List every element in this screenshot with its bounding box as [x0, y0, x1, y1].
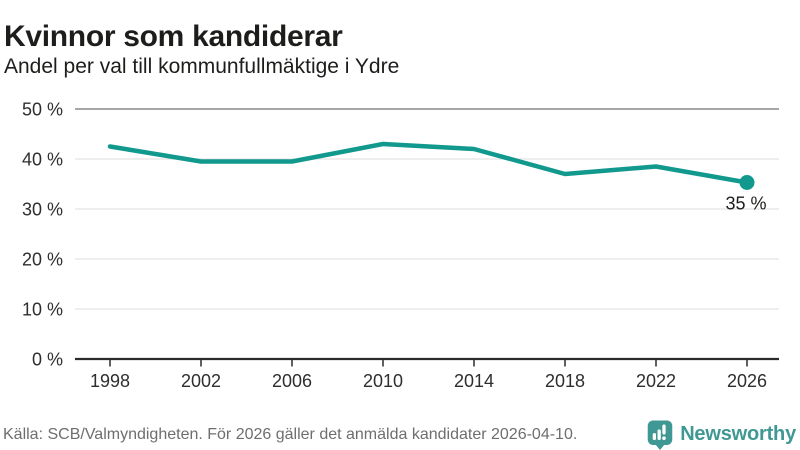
y-tick-label: 30 %: [22, 200, 63, 220]
source-note: Källa: SCB/Valmyndigheten. För 2026 gäll…: [3, 425, 578, 443]
x-tick-label: 2022: [636, 371, 676, 391]
end-point-label: 35 %: [725, 194, 766, 214]
x-tick-label: 2006: [272, 371, 312, 391]
y-tick-label: 40 %: [22, 150, 63, 170]
trend-line: [107, 141, 750, 185]
y-tick-label: 0 %: [32, 350, 63, 370]
y-tick-label: 20 %: [22, 250, 63, 270]
x-tick-label: 2018: [545, 371, 585, 391]
x-tick-label: 2014: [454, 371, 494, 391]
x-tick-label: 2010: [363, 371, 403, 391]
x-tick-label: 2002: [181, 371, 221, 391]
y-tick-label: 10 %: [22, 300, 63, 320]
y-tick-label: 50 %: [22, 100, 63, 120]
end-point-dot: [739, 175, 755, 190]
newsworthy-logo: Newsworthy: [647, 419, 796, 450]
x-tick-label: 1998: [90, 371, 130, 391]
newsworthy-speech-bubble-bar-chart-icon: [647, 419, 673, 450]
chart-footer: Källa: SCB/Valmyndigheten. För 2026 gäll…: [0, 419, 800, 450]
chart-subtitle: Andel per val till kommunfullmäktige i Y…: [4, 55, 400, 78]
brand-name: Newsworthy: [680, 423, 796, 445]
page-title: Kvinnor som kandiderar: [4, 20, 343, 54]
x-tick-label: 2026: [727, 371, 767, 391]
